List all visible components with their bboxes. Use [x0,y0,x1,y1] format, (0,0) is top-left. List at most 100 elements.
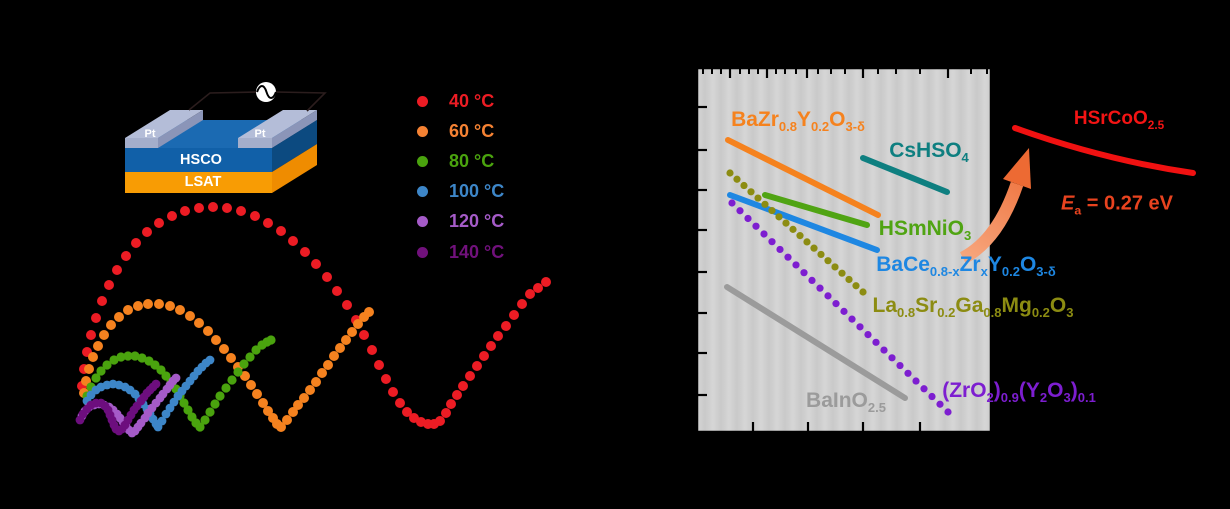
series-dot-(ZrO2)0.9(Y2O3)0.1 [944,408,952,416]
nyquist-point-40C [479,351,489,361]
nyquist-point-40C [525,289,535,299]
series-dot-(ZrO2)0.9(Y2O3)0.1 [856,323,864,331]
nyquist-point-60C [305,385,315,395]
pt-electrode-left-top [125,110,203,138]
legend-label: 40 °C [449,90,495,111]
nyquist-point-40C [342,300,352,310]
nyquist-point-80C [266,335,276,345]
nyquist-point-40C [501,321,511,331]
nyquist-point-60C [258,398,268,408]
legend-swatch-icon [417,155,428,167]
series-dot-La0.8Sr0.2Ga0.8Mg0.2O3 [803,238,811,246]
nyquist-point-60C [263,406,273,416]
series-dot-(ZrO2)0.9(Y2O3)0.1 [832,300,840,308]
nyquist-point-60C [185,311,195,321]
nyquist-point-40C [208,202,218,212]
pt-electrode-left-side [158,110,203,148]
nyquist-point-40C [332,286,342,296]
legend-swatch-icon [417,216,428,228]
nyquist-point-40C [381,374,391,384]
nyquist-point-60C [252,389,262,399]
nyquist-point-60C [133,301,143,311]
nyquist-point-40C [446,399,456,409]
nyquist-point-60C [93,341,103,351]
nyquist-point-60C [341,335,351,345]
temperature-legend: 40 °C 60 °C 80 °C 100 °C 120 °C 140 °C [417,86,504,267]
nyquist-point-80C [109,355,119,365]
series-dot-(ZrO2)0.9(Y2O3)0.1 [792,261,800,269]
nyquist-point-40C [465,371,475,381]
nyquist-point-40C [311,259,321,269]
pt-electrode-right-side [272,110,317,148]
nyquist-point-120C [171,373,181,383]
series-dot-La0.8Sr0.2Ga0.8Mg0.2O3 [859,288,867,296]
nyquist-point-40C [97,296,107,306]
series-dot-(ZrO2)0.9(Y2O3)0.1 [848,315,856,323]
film-front-face [125,148,272,172]
series-dot-La0.8Sr0.2Ga0.8Mg0.2O3 [754,194,762,202]
nyquist-point-40C [91,313,101,323]
pt-electrode-left-front [125,138,158,148]
series-dot-La0.8Sr0.2Ga0.8Mg0.2O3 [796,232,804,240]
wire-left [188,91,257,111]
arrhenius-frame [695,66,993,434]
series-dot-La0.8Sr0.2Ga0.8Mg0.2O3 [768,206,776,215]
nyquist-point-40C [533,283,543,293]
nyquist-point-60C [99,330,109,340]
series-line-BaInO2.5 [724,284,908,401]
nyquist-point-40C [180,206,190,216]
series-dot-(ZrO2)0.9(Y2O3)0.1 [864,330,872,339]
nyquist-point-60C [276,422,286,432]
nyquist-point-40C [388,387,398,397]
series-dot-(ZrO2)0.9(Y2O3)0.1 [920,385,928,393]
hsrcoo-annotation-line [1012,125,1196,176]
pt-electrode-right-top [238,110,317,138]
series-dot-(ZrO2)0.9(Y2O3)0.1 [736,207,744,215]
hsrcoo-line [1012,125,1196,176]
series-dot-(ZrO2)0.9(Y2O3)0.1 [744,214,752,223]
nyquist-point-60C [203,326,213,336]
series-dot-(ZrO2)0.9(Y2O3)0.1 [760,230,768,238]
nyquist-point-80C [91,373,101,383]
series-line-BaCe0.8-xZrxY0.2O3-d [727,192,880,253]
nyquist-point-80C [116,352,126,362]
pt-electrode-right-front [238,138,272,148]
nyquist-point-60C [165,301,175,311]
nyquist-point-40C [131,238,141,248]
nyquist-point-80C [233,367,243,377]
series-dot-(ZrO2)0.9(Y2O3)0.1 [752,222,760,230]
nyquist-point-40C [541,277,551,287]
nyquist-point-80C [215,391,225,401]
series-dot-(ZrO2)0.9(Y2O3)0.1 [784,253,792,261]
series-dot-(ZrO2)0.9(Y2O3)0.1 [840,307,848,315]
nyquist-point-80C [239,359,249,369]
nyquist-point-80C [102,360,112,370]
nyquist-point-60C [364,307,374,317]
nyquist-data-points [75,202,551,438]
legend-swatch-icon [417,186,428,198]
series-dot-(ZrO2)0.9(Y2O3)0.1 [816,284,824,292]
nyquist-point-60C [282,415,292,425]
nyquist-point-40C [167,211,177,221]
arrhenius-ticks [697,68,988,432]
series-dot-(ZrO2)0.9(Y2O3)0.1 [896,361,904,370]
nyquist-point-40C [86,330,96,340]
nyquist-point-60C [288,407,298,417]
nyquist-point-60C [311,377,321,387]
series-dot-La0.8Sr0.2Ga0.8Mg0.2O3 [747,188,755,196]
series-dot-La0.8Sr0.2Ga0.8Mg0.2O3 [789,225,797,233]
nyquist-point-40C [374,360,384,370]
nyquist-point-40C [472,361,482,371]
nyquist-point-60C [335,343,345,353]
nyquist-point-100C [157,416,167,426]
nyquist-point-80C [227,375,237,385]
series-line-BaZr0.8Y0.2O3-d [725,137,881,218]
nyquist-point-60C [219,344,229,354]
nyquist-point-80C [137,353,147,363]
wire-right [275,91,327,112]
nyquist-point-40C [112,265,122,275]
nyquist-point-60C [317,368,327,378]
series-dot-La0.8Sr0.2Ga0.8Mg0.2O3 [845,275,853,284]
series-dot-La0.8Sr0.2Ga0.8Mg0.2O3 [824,257,832,265]
